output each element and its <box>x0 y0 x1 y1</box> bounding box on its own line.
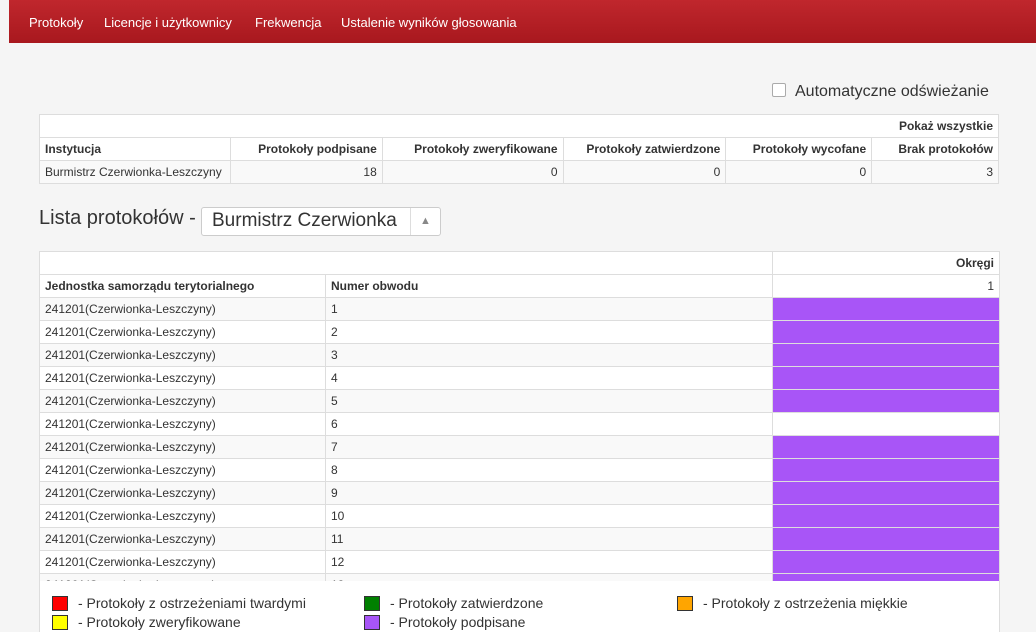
row-status-cell[interactable] <box>772 573 1000 581</box>
list-title: Lista protokołów - <box>39 207 196 229</box>
auto-refresh-checkbox[interactable] <box>772 83 786 97</box>
row-number: 13 <box>325 573 773 581</box>
row-unit: 241201(Czerwionka-Leszczyny) <box>39 481 326 505</box>
table-row[interactable]: 241201(Czerwionka-Leszczyny) 6 <box>39 412 1000 436</box>
table-row[interactable]: 241201(Czerwionka-Leszczyny) 10 <box>39 504 1000 528</box>
row-unit: 241201(Czerwionka-Leszczyny) <box>39 412 326 436</box>
col-header-withdrawn: Protokoły wycofane <box>725 137 873 161</box>
row-status-cell[interactable] <box>772 366 1000 390</box>
institution-select[interactable]: Burmistrz Czerwionka ▲ <box>201 207 441 236</box>
legend: - Protokoły z ostrzeżeniami twardymi - P… <box>39 581 1000 632</box>
list-header-spacer <box>39 251 773 275</box>
table-row[interactable]: 241201(Czerwionka-Leszczyny) 2 <box>39 320 1000 344</box>
table-row[interactable]: 241201(Czerwionka-Leszczyny) 1 <box>39 297 1000 321</box>
table-row[interactable]: 241201(Czerwionka-Leszczyny) 5 <box>39 389 1000 413</box>
row-number: 9 <box>325 481 773 505</box>
row-number: 2 <box>325 320 773 344</box>
withdrawn-count: 0 <box>725 160 873 184</box>
row-unit: 241201(Czerwionka-Leszczyny) <box>39 320 326 344</box>
districts-header: Okręgi <box>772 251 1000 275</box>
legend-swatch-purple <box>364 615 380 630</box>
col-header-verified: Protokoły zweryfikowane <box>381 137 564 161</box>
table-row[interactable]: 241201(Czerwionka-Leszczyny) 12 <box>39 550 1000 574</box>
row-number: 1 <box>325 297 773 321</box>
institution-name: Burmistrz Czerwionka-Leszczyny <box>39 160 231 184</box>
show-all-link[interactable]: Pokaż wszystkie <box>39 114 999 138</box>
auto-refresh-label: Automatyczne odświeżanie <box>795 83 989 100</box>
row-status-cell[interactable] <box>772 343 1000 367</box>
col-header-missing: Brak protokołów <box>871 137 999 161</box>
row-number: 7 <box>325 435 773 459</box>
row-number: 3 <box>325 343 773 367</box>
table-row[interactable]: 241201(Czerwionka-Leszczyny)13 <box>39 573 1000 581</box>
protocol-list[interactable]: Okręgi Jednostka samorządu terytorialneg… <box>39 251 1000 581</box>
row-number: 10 <box>325 504 773 528</box>
row-number: 11 <box>325 527 773 551</box>
row-number: 8 <box>325 458 773 482</box>
table-row[interactable]: 241201(Czerwionka-Leszczyny) 4 <box>39 366 1000 390</box>
col-header-number: Numer obwodu <box>325 274 773 298</box>
row-status-cell[interactable] <box>772 297 1000 321</box>
row-unit: 241201(Czerwionka-Leszczyny) <box>39 504 326 528</box>
row-number: 6 <box>325 412 773 436</box>
nav-voting-results[interactable]: Ustalenie wyników głosowania <box>341 15 517 30</box>
nav-turnout[interactable]: Frekwencja <box>255 15 322 30</box>
table-row[interactable]: 241201(Czerwionka-Leszczyny) 3 <box>39 343 1000 367</box>
auto-refresh-toggle[interactable]: Automatyczne odświeżanie <box>772 83 989 101</box>
legend-swatch-orange <box>677 596 693 611</box>
verified-count: 0 <box>381 160 564 184</box>
row-unit: 241201(Czerwionka-Leszczyny) <box>39 573 326 581</box>
row-unit: 241201(Czerwionka-Leszczyny) <box>39 550 326 574</box>
signed-count: 18 <box>229 160 383 184</box>
missing-count: 3 <box>871 160 999 184</box>
select-arrows-icon: ▲ <box>410 208 440 235</box>
district-number: 1 <box>772 274 1000 298</box>
nav-protocols[interactable]: Protokoły <box>29 15 84 30</box>
row-status-cell[interactable] <box>772 389 1000 413</box>
table-row[interactable]: 241201(Czerwionka-Leszczyny) 9 <box>39 481 1000 505</box>
row-unit: 241201(Czerwionka-Leszczyny) <box>39 458 326 482</box>
row-status-cell[interactable] <box>772 458 1000 482</box>
row-unit: 241201(Czerwionka-Leszczyny) <box>39 527 326 551</box>
row-number: 12 <box>325 550 773 574</box>
col-header-approved: Protokoły zatwierdzone <box>562 137 727 161</box>
row-number: 4 <box>325 366 773 390</box>
nav-licenses-users[interactable]: Licencje i użytkownicy <box>104 15 232 30</box>
row-status-cell[interactable] <box>772 504 1000 528</box>
approved-count: 0 <box>562 160 727 184</box>
row-unit: 241201(Czerwionka-Leszczyny) <box>39 435 326 459</box>
table-row[interactable]: 241201(Czerwionka-Leszczyny) 8 <box>39 458 1000 482</box>
row-status-cell[interactable] <box>772 527 1000 551</box>
row-status-cell[interactable] <box>772 320 1000 344</box>
row-status-cell[interactable] <box>772 550 1000 574</box>
summary-table: Pokaż wszystkie Instytucja Protokoły pod… <box>39 114 999 184</box>
row-unit: 241201(Czerwionka-Leszczyny) <box>39 389 326 413</box>
row-status-cell[interactable] <box>772 481 1000 505</box>
row-unit: 241201(Czerwionka-Leszczyny) <box>39 343 326 367</box>
row-unit: 241201(Czerwionka-Leszczyny) <box>39 366 326 390</box>
legend-swatch-green <box>364 596 380 611</box>
row-status-cell[interactable] <box>772 412 1000 436</box>
row-number: 5 <box>325 389 773 413</box>
row-status-cell[interactable] <box>772 435 1000 459</box>
legend-swatch-yellow <box>52 615 68 630</box>
top-navbar: Protokoły Licencje i użytkownicy Frekwen… <box>9 0 1036 43</box>
table-row[interactable]: 241201(Czerwionka-Leszczyny) 11 <box>39 527 1000 551</box>
legend-swatch-red <box>52 596 68 611</box>
row-unit: 241201(Czerwionka-Leszczyny) <box>39 297 326 321</box>
col-header-institution: Instytucja <box>39 137 231 161</box>
col-header-unit: Jednostka samorządu terytorialnego <box>39 274 326 298</box>
institution-select-value: Burmistrz Czerwionka <box>212 210 397 231</box>
table-row[interactable]: 241201(Czerwionka-Leszczyny) 7 <box>39 435 1000 459</box>
col-header-signed: Protokoły podpisane <box>229 137 383 161</box>
